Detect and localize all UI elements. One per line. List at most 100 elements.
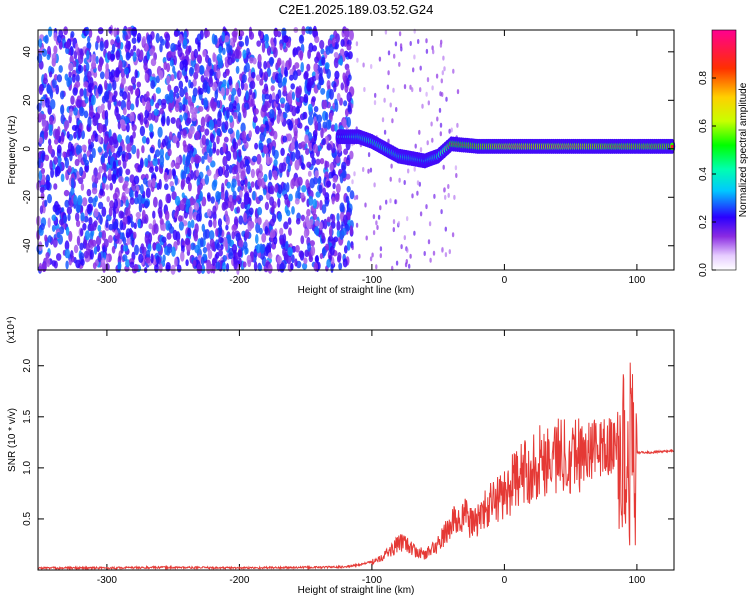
spectrogram-noise-cell [153,223,159,235]
spectrogram-noise-cell [245,62,250,73]
spectrogram-noise-cell [213,36,218,46]
spectrogram-noise-cell [63,189,70,197]
spectrogram-noise-cell [209,68,214,76]
spectrogram-noise-cell [44,199,48,207]
spectrogram-noise-cell [316,114,323,123]
spectrogram-noise-cell [392,227,395,233]
spectrogram-noise-cell [149,48,155,56]
spectrogram-noise-cell [351,179,354,185]
spectrogram-noise-cell [236,194,240,202]
spectrogram-noise-cell [174,195,181,206]
spectrogram-noise-cell [322,187,327,196]
spectrogram-noise-cell [431,45,434,51]
spectrogram-noise-cell [403,235,406,241]
spectrogram-noise-cell [412,67,415,73]
spectrogram-noise-cell [67,141,73,152]
spectrogram-noise-cell [97,252,102,263]
spectrogram-noise-cell [248,130,253,139]
spectrogram-noise-cell [326,216,331,223]
spectrogram-noise-cell [190,156,194,164]
spectrogram-noise-cell [51,260,57,267]
spectrogram-noise-cell [252,190,256,201]
spectrogram-noise-cell [130,85,134,95]
spectrogram-noise-cell [268,142,273,151]
spectrogram-noise-cell [204,128,210,136]
spectrogram-noise-cell [203,82,208,93]
spectrogram-noise-cell [346,44,352,51]
spectrogram-noise-cell [164,245,169,256]
snr-panel: -300 -200 -100 0 100 0.5 1.0 1.5 2.0 (x10⁴) SNR … [6,316,675,596]
spectrogram-noise-cell [51,52,57,63]
spectrogram-ylabel: Frequency (Hz) [7,116,18,185]
spectrogram-noise-cell [377,214,381,220]
spectrogram-noise-cell [387,50,391,56]
spectrogram-xtick-label: -300 [97,275,117,286]
spectrogram-noise-cell [224,240,229,252]
spectrogram-noise-cell [277,255,282,265]
spectrogram-noise-cell [443,187,446,193]
spectrogram-noise-cell [216,53,223,62]
spectrogram-noise-cell [118,176,124,184]
spectrogram-noise-cell [230,93,235,104]
spectrogram-noise-cell [355,222,359,228]
spectrogram-noise-cell [176,239,181,246]
spectrogram-noise-cell [193,232,199,242]
spectrogram-noise-cell [94,111,101,120]
spectrogram-noise-cell [158,263,163,273]
spectrogram-noise-cell [304,134,309,144]
spectrogram-noise-cell [164,183,169,191]
spectrogram-noise-cell [183,163,188,175]
spectrogram-noise-cell [206,208,212,217]
spectrogram-noise-cell [125,34,129,43]
spectrogram-noise-cell [84,159,90,166]
spectrogram-noise-cell [103,238,109,248]
spectrogram-noise-cell [301,262,308,270]
spectrogram-noise-cell [394,41,398,47]
spectrogram-noise-cell [210,160,216,168]
spectrogram-noise-cell [454,165,458,171]
spectrogram-noise-cell [453,194,456,200]
spectrogram-noise-cell [311,157,317,166]
spectrogram-noise-cell [279,227,284,236]
spectrogram-noise-cell [146,249,151,258]
spectrogram-noise-cell [150,253,154,264]
spectrogram-noise-cell [253,114,258,123]
spectrogram-noise-cell [346,240,351,251]
colorbar-ticks: 0.0 0.2 0.4 0.6 0.8 [698,71,716,277]
spectrogram-noise-cell [212,52,216,63]
spectrogram-noise-cell [448,128,451,134]
spectrogram-noise-cell [236,102,241,113]
spectrogram-noise-cell [95,55,99,65]
spectrogram-noise-cell [88,216,93,226]
spectrogram-noise-cell [111,245,116,254]
spectrogram-noise-cell [99,214,103,226]
spectrogram-noise-cell [109,182,113,191]
spectrogram-noise-cell [298,250,304,258]
spectrogram-noise-cell [238,40,245,48]
colorbar-tick-label: 0.0 [698,263,709,277]
spectrogram-noise-cell [326,258,331,268]
spectrogram-noise-cell [444,252,448,258]
spectrogram-noise-cell [168,131,173,141]
spectrogram-noise-cell [319,39,325,50]
spectrogram-noise-cell [294,159,300,171]
spectrogram-noise-cell [129,134,134,143]
spectrogram-noise-cell [76,99,82,109]
spectrogram-noise-cell [425,91,428,97]
spectrogram-noise-cell [245,90,249,101]
spectrogram-noise-cell [88,105,94,117]
spectrogram-noise-cell [288,227,292,236]
spectrogram-noise-cell [319,67,323,78]
spectrogram-noise-cell [411,87,414,93]
spectrogram-noise-cell [127,91,131,103]
spectrogram-noise-cell [103,151,108,159]
spectrogram-noise-cell [290,83,295,90]
spectrogram-noise-cell [431,85,434,91]
spectrogram-noise-cell [146,51,150,61]
spectrogram-noise-cell [385,199,388,205]
spectrogram-noise-cell [444,194,447,200]
spectrogram-noise-cell [105,39,109,49]
spectrogram-noise-cell [440,209,443,215]
spectrogram-noise-cell [313,262,319,272]
spectrogram-noise-cell [405,259,408,264]
